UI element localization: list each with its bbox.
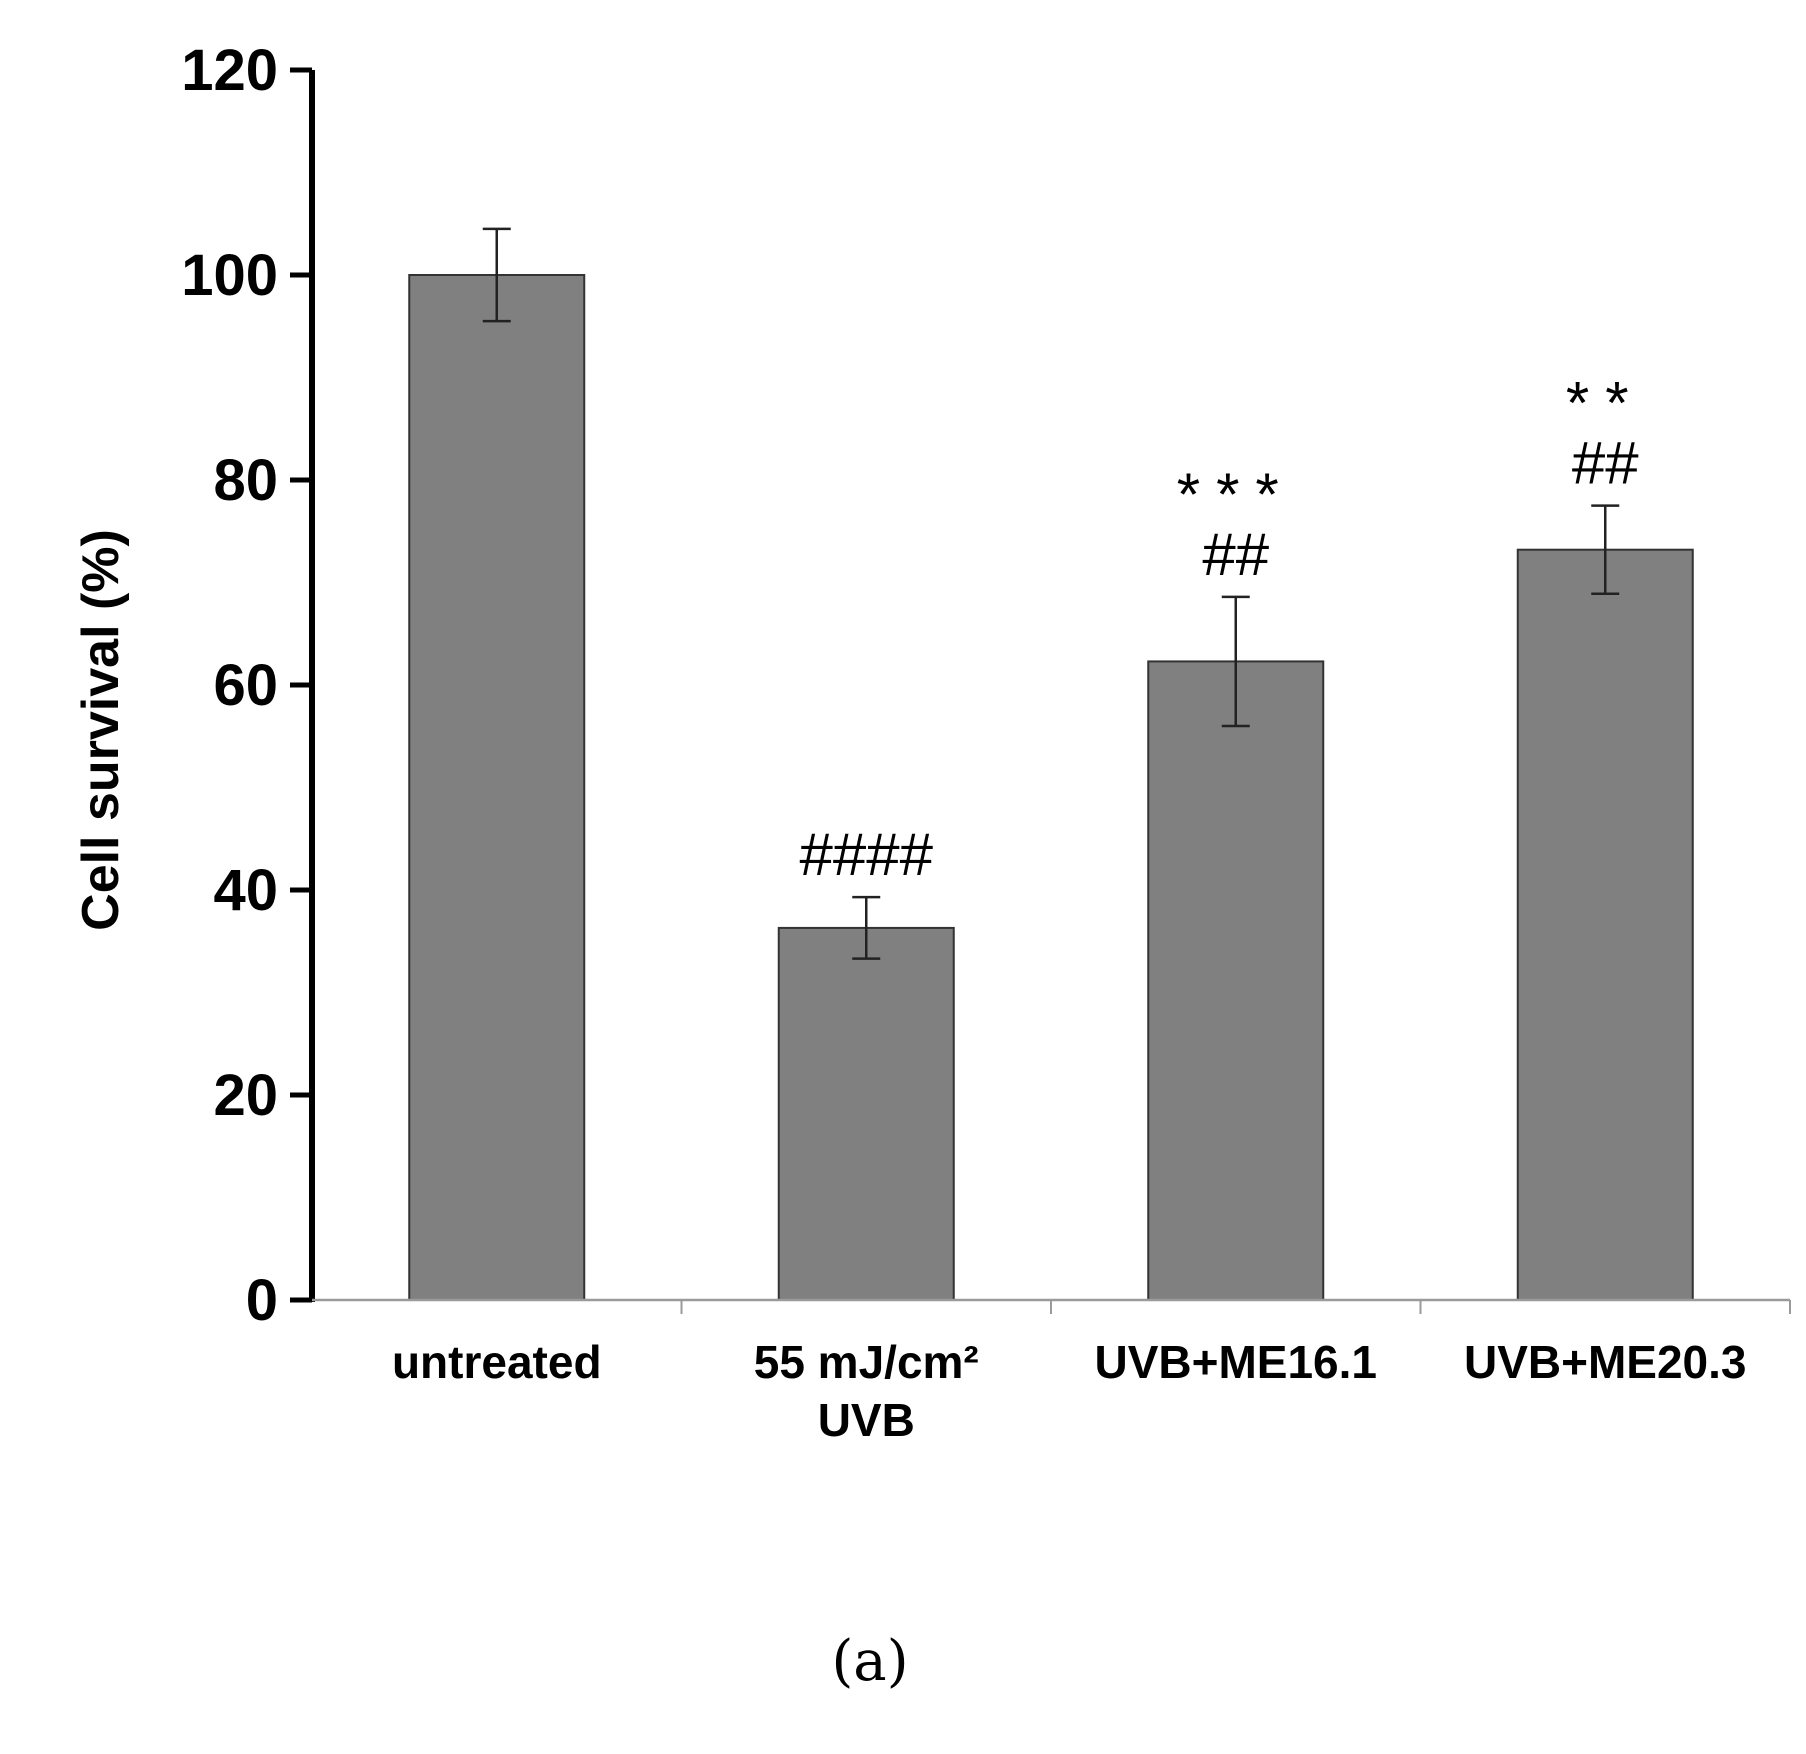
x-tick-label-2: UVB+ME16.1	[1094, 1336, 1377, 1388]
error-bars-layer	[482, 227, 1620, 960]
error-bar-1	[852, 895, 881, 960]
error-bar-0	[482, 227, 511, 323]
y-tick-label-6: 120	[181, 38, 278, 103]
bar-1	[777, 926, 955, 1301]
y-axis-label: Cell survival (%)	[72, 529, 130, 931]
x-tick-label-1-line-0: 55 mJ/cm²	[754, 1336, 979, 1388]
significance-label-2-1: ##	[1202, 521, 1269, 588]
bar-0	[408, 274, 586, 1301]
labels-layer: untreated####55 mJ/cm²UVB***##UVB+ME16.1…	[72, 38, 1747, 1694]
significance-label-1-0: ####	[800, 821, 934, 888]
significance-label-3-0: **	[1566, 370, 1645, 437]
bars-layer	[408, 274, 1694, 1301]
y-tick-label-1: 20	[213, 1063, 278, 1128]
bar-3	[1516, 548, 1694, 1301]
y-tick-label-5: 100	[181, 243, 278, 308]
x-tick-label-1-line-1: UVB	[818, 1394, 915, 1446]
panel-label: (a)	[831, 1629, 908, 1694]
bar-2	[1147, 660, 1325, 1301]
y-tick-label-4: 80	[213, 448, 278, 513]
error-bar-2	[1221, 595, 1250, 728]
significance-label-3-1: ##	[1572, 430, 1639, 497]
significance-label-2-0: ***	[1177, 461, 1295, 528]
axes-layer	[290, 67, 1791, 1314]
y-tick-label-2: 40	[213, 858, 278, 923]
x-tick-label-3: UVB+ME20.3	[1464, 1336, 1747, 1388]
y-tick-label-3: 60	[213, 653, 278, 718]
error-bar-3	[1591, 504, 1620, 596]
x-tick-label-0: untreated	[392, 1336, 602, 1388]
y-tick-label-0: 0	[246, 1268, 278, 1333]
